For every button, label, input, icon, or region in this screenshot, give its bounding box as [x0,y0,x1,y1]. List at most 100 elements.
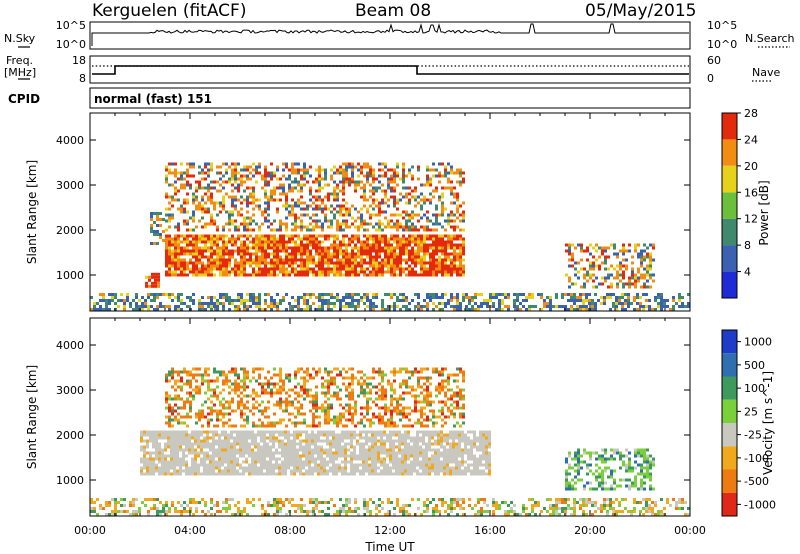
power-cell [372,234,375,238]
velocity-cell [332,472,335,476]
power-cell [411,216,414,220]
power-cell [610,282,613,286]
velocity-cell [570,513,573,516]
power-cell [273,267,276,271]
power-cell [282,192,285,196]
velocity-cell [209,454,212,458]
velocity-cell [450,504,453,507]
velocity-cell [410,445,413,449]
power-cell [297,201,300,205]
velocity-cell [398,433,401,437]
power-cell [180,240,183,244]
power-cell [291,234,294,238]
power-cell [372,293,375,296]
power-cell [660,299,663,302]
power-cell [651,308,654,311]
velocity-cell [573,498,576,501]
velocity-cell [498,507,501,510]
velocity-cell [290,451,293,455]
power-cell [321,207,324,211]
velocity-cell [585,498,588,501]
power-cell [276,255,279,259]
power-cell [616,282,619,286]
power-cell [432,168,435,172]
power-cell [291,296,294,299]
power-cell [339,171,342,175]
power-cell [246,293,249,296]
power-cell [243,255,246,259]
power-cell [363,234,366,238]
power-cell [237,177,240,181]
power-cell [681,305,684,308]
power-cell [186,237,189,241]
power-cell [459,183,462,187]
power-cell [363,186,366,190]
power-cell [315,246,318,250]
power-cell [414,186,417,190]
power-cell [270,234,273,238]
power-cell [174,198,177,202]
velocity-cell [290,433,293,437]
velocity-cell [90,498,93,501]
velocity-cell [416,454,419,458]
power-cell [453,219,456,223]
power-cell [219,270,222,274]
power-cell [435,237,438,241]
velocity-cell [249,501,252,504]
velocity-cell [287,442,290,446]
power-cell [189,249,192,253]
power-cell [285,273,288,277]
power-cell [264,252,267,256]
power-cell [441,267,444,271]
power-ytick-label: 1000 [56,269,84,282]
power-cell [663,299,666,302]
velocity-cell [308,439,311,443]
power-cell [363,183,366,187]
velocity-cell [173,430,176,434]
power-cell [291,222,294,226]
power-cell [622,252,625,256]
velocity-cell [266,454,269,458]
power-cell [495,296,498,299]
power-cell [174,273,177,277]
velocity-cell [308,472,311,476]
power-cell [330,204,333,208]
power-cell [192,234,195,238]
velocity-cell [311,469,314,473]
power-cell [222,201,225,205]
power-cell [174,192,177,196]
power-cell [366,165,369,169]
power-cell [267,240,270,244]
power-cell [138,299,141,302]
power-cell [450,246,453,250]
power-cell [273,249,276,253]
power-cell [408,198,411,202]
power-cell [204,237,207,241]
velocity-cell [317,457,320,461]
power-cell [300,308,303,311]
power-cell [318,267,321,271]
velocity-cell [395,466,398,470]
power-cell [330,168,333,172]
power-cell [652,246,655,250]
power-cell [333,165,336,169]
velocity-cell [492,504,495,507]
power-cell [324,174,327,178]
power-cell [228,299,231,302]
power-cell [393,225,396,229]
velocity-cell [284,466,287,470]
power-cell [366,246,369,250]
power-cell [381,258,384,262]
power-cell [300,273,303,277]
power-cell [360,240,363,244]
power-cell [339,267,342,271]
power-cell [426,305,429,308]
power-cell [378,234,381,238]
power-cell [282,270,285,274]
power-cell [303,168,306,172]
power-cell [309,186,312,190]
power-cell [201,186,204,190]
power-cell [462,264,465,268]
power-cell [174,264,177,268]
